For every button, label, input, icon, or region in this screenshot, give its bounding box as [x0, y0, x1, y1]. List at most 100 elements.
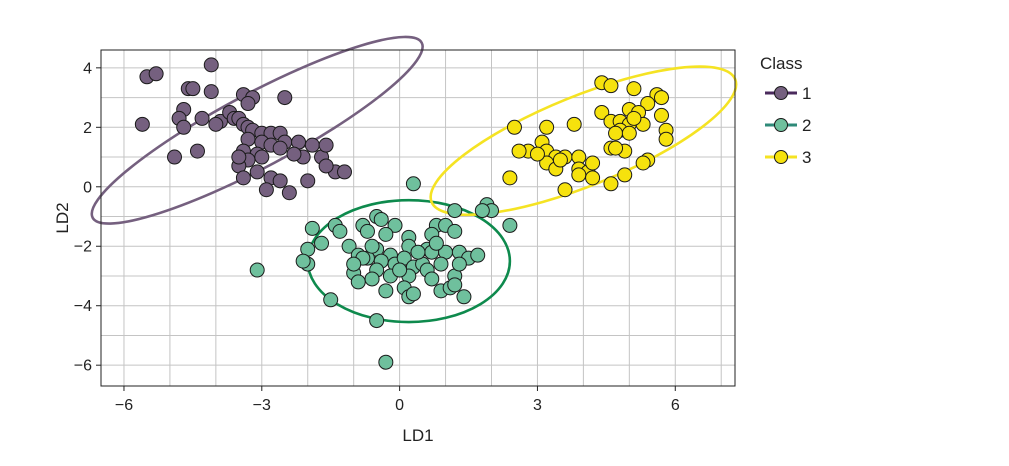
point-class-2 [304, 220, 320, 236]
point-class-2 [447, 223, 463, 239]
point-class-2 [470, 247, 486, 263]
point-class-1 [272, 173, 288, 189]
legend-marker-class-3 [774, 150, 788, 164]
y-tick-label: −6 [74, 358, 92, 375]
point-class-1 [254, 149, 270, 165]
point-class-3 [626, 110, 642, 126]
legend-title: Class [760, 54, 803, 73]
point-class-2 [474, 203, 490, 219]
point-class-2 [346, 256, 362, 272]
legend-marker-class-2 [774, 118, 788, 132]
legend-label-class-2: 2 [802, 116, 811, 135]
point-class-3 [626, 81, 642, 97]
point-class-2 [341, 238, 357, 254]
point-class-1 [277, 90, 293, 106]
point-class-1 [134, 116, 150, 132]
point-class-1 [203, 84, 219, 100]
y-axis-label: LD2 [53, 202, 72, 233]
plot-frame [100, 49, 736, 387]
point-class-1 [286, 146, 302, 162]
point-class-1 [249, 164, 265, 180]
x-tick-label: −6 [115, 397, 133, 414]
point-class-3 [635, 155, 651, 171]
point-class-3 [621, 125, 637, 141]
point-class-3 [603, 176, 619, 192]
point-class-1 [235, 170, 251, 186]
point-class-3 [529, 146, 545, 162]
point-class-3 [594, 104, 610, 120]
point-class-3 [603, 78, 619, 94]
x-tick-label: 6 [671, 397, 680, 414]
point-class-1 [167, 149, 183, 165]
point-class-2 [364, 271, 380, 287]
point-class-3 [653, 107, 669, 123]
point-class-2 [392, 262, 408, 278]
point-class-1 [194, 110, 210, 126]
y-tick-label: 2 [83, 120, 92, 137]
point-class-2 [369, 313, 385, 329]
point-class-1 [189, 143, 205, 159]
point-class-1 [281, 185, 297, 201]
point-class-3 [658, 131, 674, 147]
point-class-2 [295, 253, 311, 269]
point-class-2 [447, 203, 463, 219]
point-class-1 [148, 66, 164, 82]
point-class-1 [318, 137, 334, 153]
point-class-1 [176, 119, 192, 135]
point-class-1 [318, 158, 334, 174]
grid-lines [101, 50, 735, 386]
x-tick-label: 3 [533, 397, 542, 414]
point-class-1 [300, 173, 316, 189]
y-tick-label: −4 [74, 298, 92, 315]
point-class-3 [539, 119, 555, 135]
point-class-2 [410, 244, 426, 260]
point-class-2 [378, 226, 394, 242]
point-class-2 [405, 286, 421, 302]
point-class-2 [323, 292, 339, 308]
point-class-3 [566, 116, 582, 132]
point-class-1 [231, 149, 247, 165]
point-class-2 [428, 235, 444, 251]
point-class-1 [272, 140, 288, 156]
point-class-2 [456, 289, 472, 305]
point-class-3 [557, 182, 573, 198]
x-axis-label: LD1 [402, 426, 433, 445]
point-class-2 [373, 211, 389, 227]
point-class-1 [336, 164, 352, 180]
x-tick-label: 0 [395, 397, 404, 414]
point-class-3 [653, 90, 669, 106]
point-class-2 [364, 238, 380, 254]
point-class-2 [378, 283, 394, 299]
point-class-1 [240, 96, 256, 112]
legend-label-class-3: 3 [802, 148, 811, 167]
legend-marker-class-1 [774, 86, 788, 100]
legend: Class 1 2 3 [760, 54, 811, 167]
point-class-3 [506, 119, 522, 135]
point-class-3 [585, 155, 601, 171]
y-axis-ticks: −6 −4 −2 0 2 4 [74, 60, 101, 375]
point-class-2 [350, 274, 366, 290]
point-class-2 [447, 277, 463, 293]
point-class-2 [332, 223, 348, 239]
x-tick-label: −3 [253, 397, 271, 414]
point-class-3 [511, 143, 527, 159]
point-class-1 [304, 137, 320, 153]
y-tick-label: 0 [83, 179, 92, 196]
point-class-3 [585, 170, 601, 186]
point-class-3 [571, 167, 587, 183]
point-class-1 [208, 116, 224, 132]
point-class-3 [502, 170, 518, 186]
y-tick-label: −2 [74, 239, 92, 256]
point-class-2 [433, 256, 449, 272]
point-class-1 [258, 182, 274, 198]
point-class-2 [451, 256, 467, 272]
point-class-3 [608, 125, 624, 141]
point-class-3 [617, 167, 633, 183]
point-class-2 [314, 235, 330, 251]
point-class-1 [203, 57, 219, 73]
point-class-2 [502, 217, 518, 233]
point-class-3 [608, 140, 624, 156]
data-points [134, 57, 674, 370]
